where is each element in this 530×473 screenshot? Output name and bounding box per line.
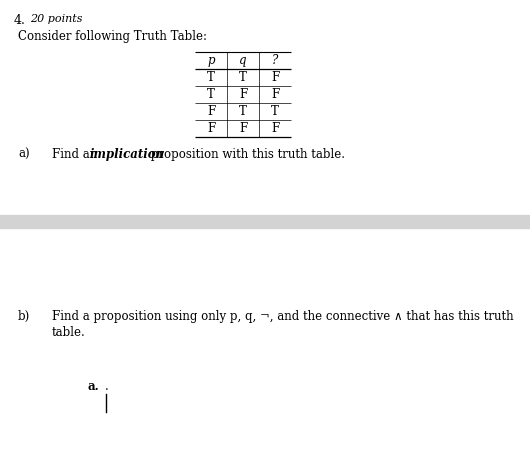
Text: Consider following Truth Table:: Consider following Truth Table:	[18, 30, 207, 43]
Text: b): b)	[18, 310, 30, 323]
Text: a): a)	[18, 148, 30, 161]
Text: proposition with this truth table.: proposition with this truth table.	[147, 148, 345, 161]
Text: F: F	[271, 71, 279, 84]
Text: F: F	[271, 122, 279, 135]
Text: table.: table.	[52, 326, 86, 339]
Text: F: F	[207, 105, 215, 118]
Text: q: q	[239, 54, 247, 67]
Text: a.: a.	[88, 380, 100, 393]
Text: F: F	[207, 122, 215, 135]
Text: T: T	[239, 71, 247, 84]
Text: 20 points: 20 points	[30, 14, 83, 24]
Text: Find a proposition using only p, q, ¬, and the connective ∧ that has this truth: Find a proposition using only p, q, ¬, a…	[52, 310, 514, 323]
Text: T: T	[271, 105, 279, 118]
Text: T: T	[207, 88, 215, 101]
Text: T: T	[207, 71, 215, 84]
Text: Find an: Find an	[52, 148, 101, 161]
Text: T: T	[239, 105, 247, 118]
Text: p: p	[207, 54, 215, 67]
Text: implication: implication	[90, 148, 165, 161]
Text: F: F	[239, 122, 247, 135]
Text: F: F	[239, 88, 247, 101]
Text: F: F	[271, 88, 279, 101]
Bar	[0, 215, 530, 228]
Text: 4.: 4.	[14, 14, 26, 27]
Text: ?: ?	[272, 54, 278, 67]
Text: .: .	[105, 380, 109, 393]
